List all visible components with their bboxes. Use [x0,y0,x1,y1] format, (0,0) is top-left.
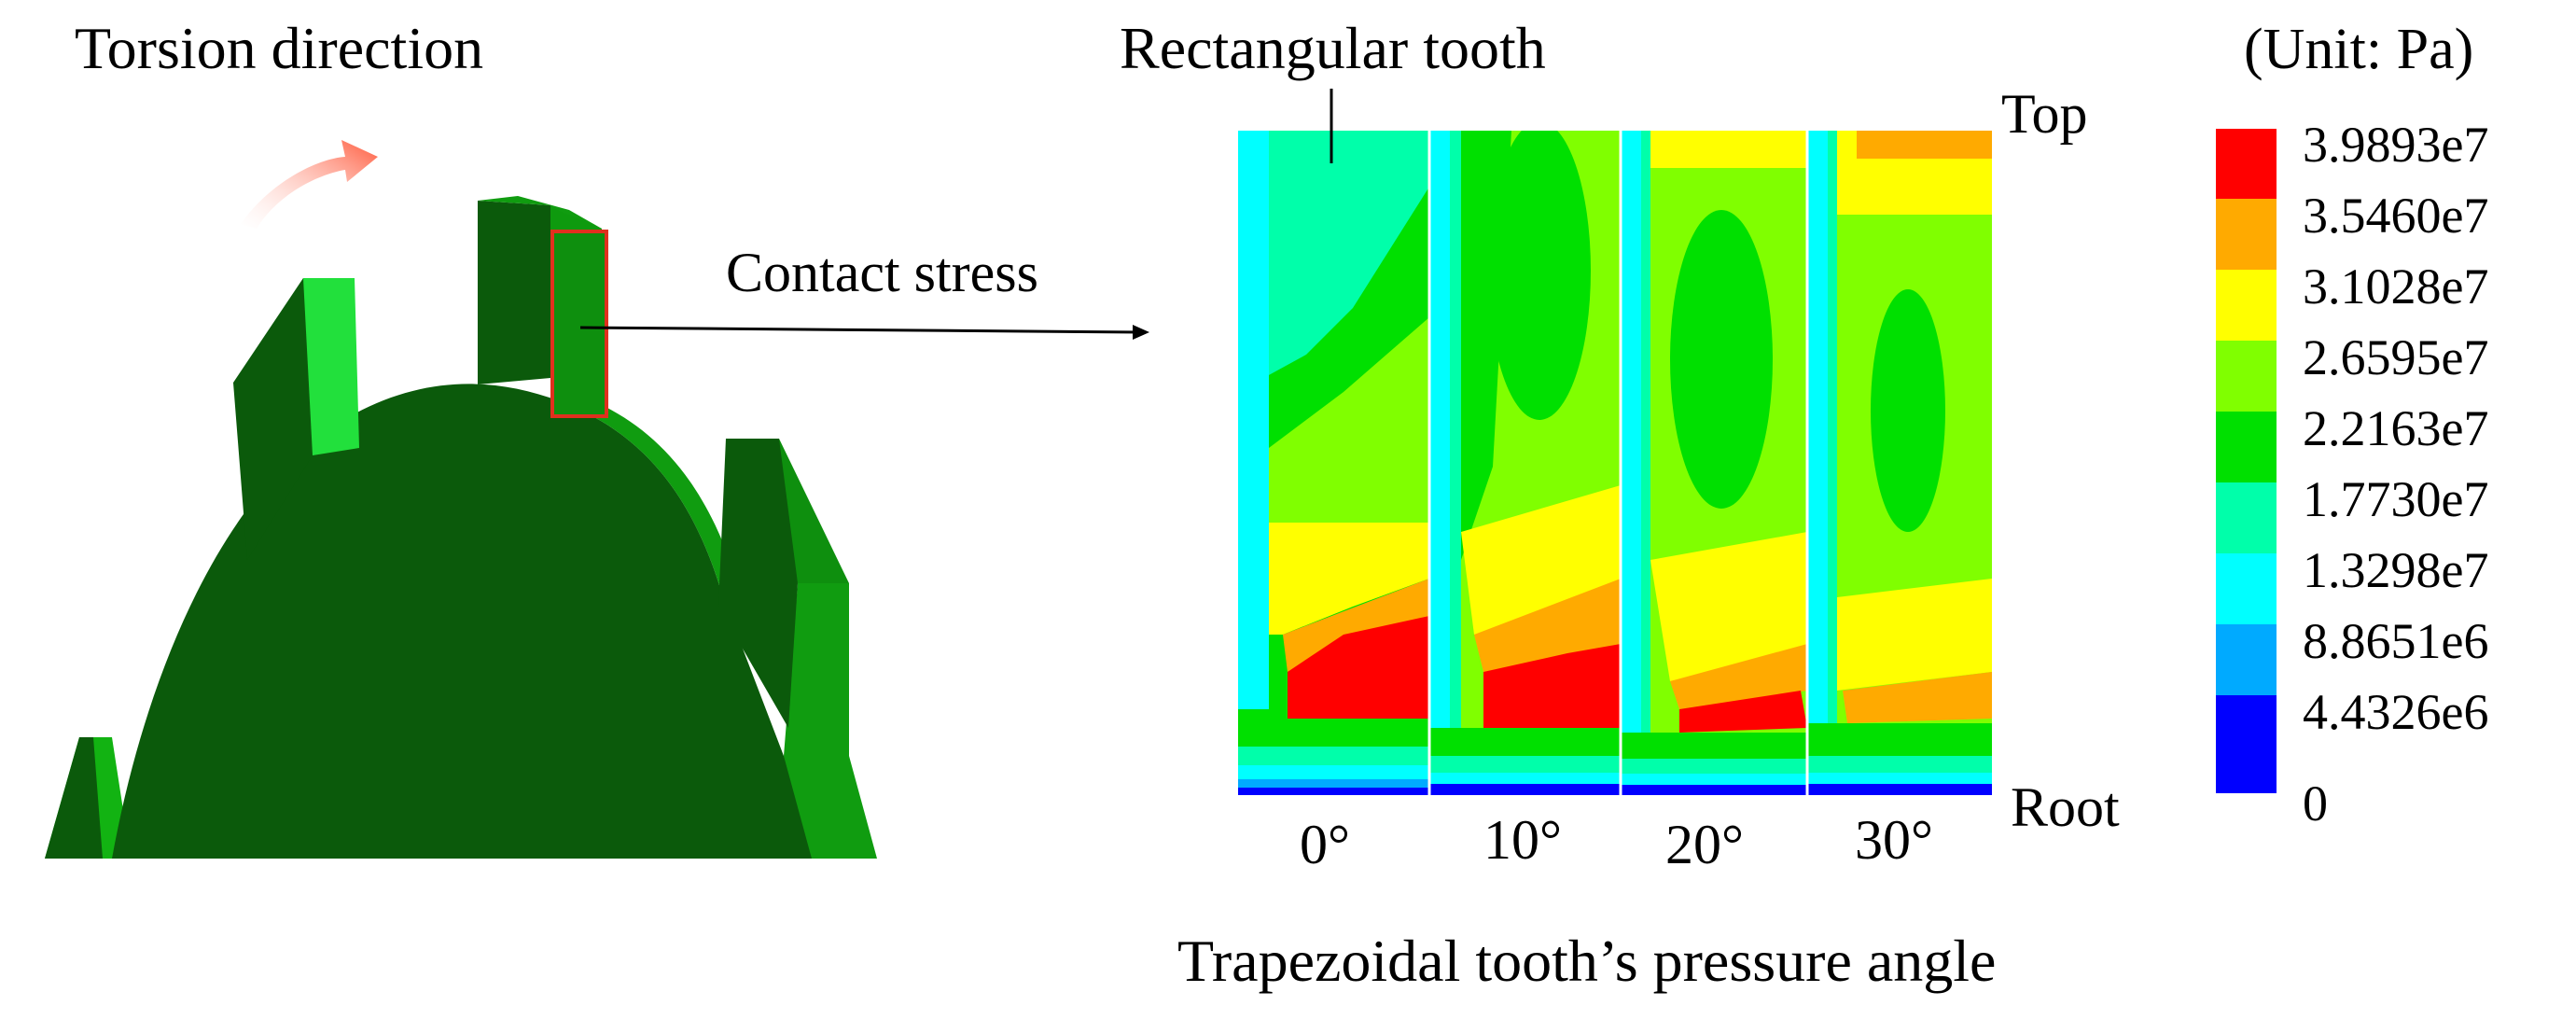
tooth-left-face [303,278,359,455]
hub-body [112,384,812,859]
legend-swatch [2216,341,2277,412]
legend-swatch [2216,695,2277,793]
right-tooth-side [784,583,877,859]
tooth-middle [478,201,550,384]
legend-swatch [2216,129,2277,199]
legend-swatch [2216,412,2277,482]
legend-min-label: 0 [2303,775,2328,831]
legend-level-label: 4.4326e6 [2303,684,2489,740]
legend-level-label: 3.1028e7 [2303,258,2489,314]
root-label: Root [2011,776,2120,838]
legend-level-label: 1.7730e7 [2303,471,2489,527]
legend-swatch [2216,553,2277,624]
legend-colorbar [2216,129,2277,793]
small-tooth-left-shadow [45,737,103,859]
contour-panel-30deg [1807,131,1992,795]
legend-level-label: 3.9893e7 [2303,117,2489,173]
angle-label-10: 10° [1483,809,1562,871]
legend-level-label: 2.6595e7 [2303,329,2489,385]
angle-label-30: 30° [1855,809,1933,871]
spline-model [45,140,877,859]
legend-level-label: 1.3298e7 [2303,542,2489,598]
contour-panel-20deg [1621,131,1807,795]
angle-label-20: 20° [1665,814,1744,875]
legend-level-label: 3.5460e7 [2303,188,2489,244]
legend-level-label: 2.2163e7 [2303,400,2489,456]
unit-label: (Unit: Pa) [2244,18,2474,81]
contour-panel-10deg [1429,131,1621,795]
legend-level-label: 8.8651e6 [2303,613,2489,669]
top-label: Top [2001,83,2088,145]
legend-swatch [2216,482,2277,553]
contact-region-box [550,230,608,418]
legend-swatch [2216,624,2277,695]
angle-label-0: 0° [1300,814,1350,875]
torsion-direction-label: Torsion direction [75,15,484,81]
rectangular-tooth-label: Rectangular tooth [1120,15,1546,81]
tooth-right [718,439,798,728]
legend-swatch [2216,199,2277,270]
legend-swatch [2216,270,2277,341]
torsion-arrow [241,140,378,229]
contact-stress-label: Contact stress [726,242,1038,303]
x-axis-title: Trapezoidal tooth’s pressure angle [1177,928,1997,994]
contour-panel-0deg [1238,131,1429,795]
stress-contour-plot [1238,89,1992,795]
contact-stress-pointer [579,325,1149,340]
